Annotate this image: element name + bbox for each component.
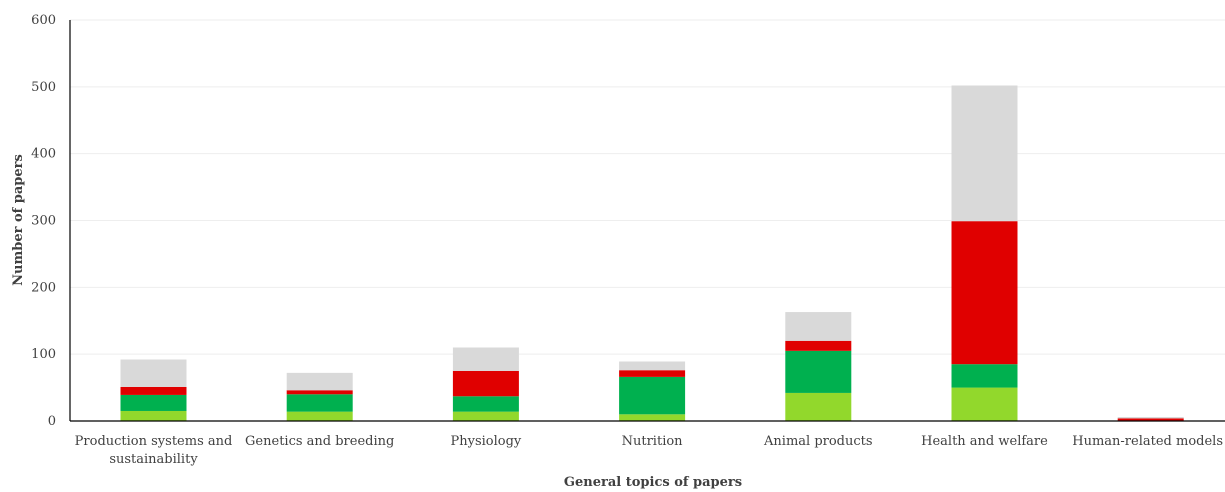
y-tick-label: 400 xyxy=(31,147,56,162)
bar-segment xyxy=(120,410,187,421)
bar-segment xyxy=(785,350,852,393)
bar-segment xyxy=(619,361,686,371)
x-tick-label: sustainability xyxy=(109,452,198,467)
bar-segment xyxy=(120,359,187,387)
x-tick-label: Nutrition xyxy=(622,434,684,449)
x-tick-label: Animal products xyxy=(763,434,873,449)
y-tick-label: 500 xyxy=(31,80,56,95)
x-tick-label: Genetics and breeding xyxy=(245,434,394,449)
y-tick-labels: 0 100 200 300 400 500 600 xyxy=(31,13,56,429)
bar-segment xyxy=(951,387,1018,421)
bar-segment xyxy=(785,312,852,341)
bar-segment xyxy=(452,396,519,412)
y-tick-label: 0 xyxy=(48,414,56,429)
bar-segment xyxy=(1117,416,1184,419)
y-tick-label: 300 xyxy=(31,214,56,229)
bars xyxy=(120,85,1184,421)
bar-segment xyxy=(452,411,519,421)
bar-segment xyxy=(286,394,353,412)
bar-segment xyxy=(286,411,353,421)
bar-segment xyxy=(286,372,353,391)
bar-segment xyxy=(120,386,187,395)
bar-segment xyxy=(951,85,1018,222)
x-tick-label: Health and welfare xyxy=(921,434,1048,449)
bar-segment xyxy=(452,370,519,397)
x-tick-label: Human-related models xyxy=(1072,434,1223,449)
x-tick-label: Physiology xyxy=(451,434,522,449)
bar-segment xyxy=(951,221,1018,365)
gridlines xyxy=(70,19,1225,355)
bar-segment xyxy=(785,340,852,351)
bar-segment xyxy=(619,376,686,415)
y-tick-label: 600 xyxy=(31,13,56,28)
bar-segment xyxy=(452,347,519,371)
x-tick-labels: Production systems and sustainability Gene… xyxy=(75,434,1223,467)
y-tick-label: 100 xyxy=(31,347,56,362)
x-tick-label: Production systems and xyxy=(75,434,233,449)
bar-segment xyxy=(120,394,187,411)
bar-segment xyxy=(619,370,686,377)
bar-segment xyxy=(785,392,852,421)
y-tick-label: 200 xyxy=(31,280,56,295)
bar-segment xyxy=(1117,418,1184,421)
bar-segment xyxy=(619,414,686,421)
bar-segment xyxy=(286,390,353,395)
bar-segment xyxy=(951,364,1018,388)
y-axis-title: Number of papers xyxy=(11,154,26,286)
x-axis-title: General topics of papers xyxy=(564,475,742,490)
